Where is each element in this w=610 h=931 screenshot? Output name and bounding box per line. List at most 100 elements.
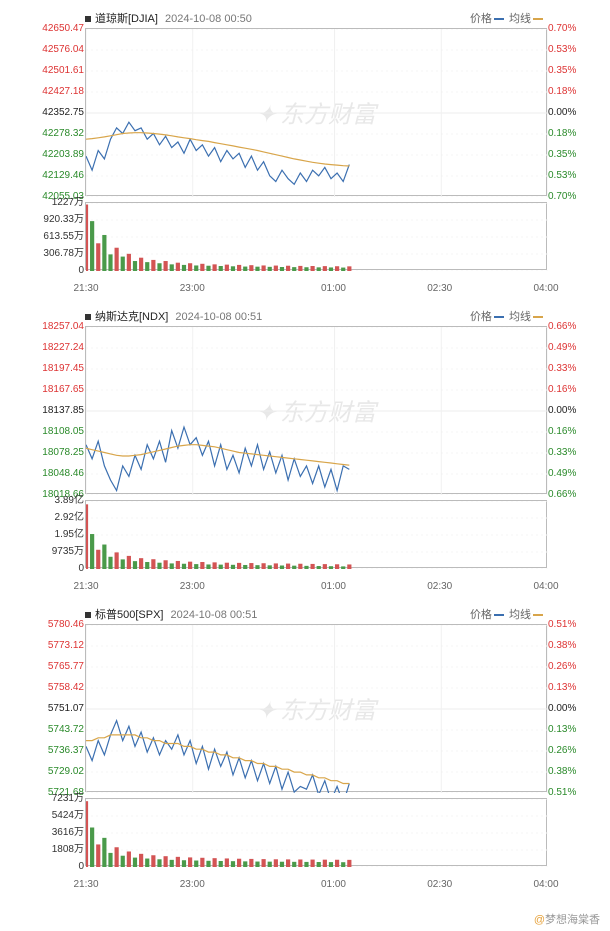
volume-bar (139, 258, 143, 271)
volume-bar (194, 861, 198, 867)
vol-y-tick: 0 (26, 563, 84, 580)
y-right-tick: 0.13% (548, 682, 588, 703)
vol-y-tick: 0 (26, 861, 84, 878)
volume-bar (231, 565, 235, 569)
x-tick: 01:00 (321, 879, 346, 890)
volume-bar (249, 563, 253, 569)
x-tick: 23:00 (180, 879, 205, 890)
volume-bar (188, 857, 192, 867)
volume-bar (164, 261, 168, 271)
legend-ma-label: 均线 (509, 609, 531, 621)
price-panel[interactable]: ✦东方财富5780.465773.125765.775758.425751.07… (85, 624, 547, 792)
volume-bar (237, 265, 241, 271)
volume-bar (133, 858, 137, 867)
volume-bar (243, 861, 247, 867)
volume-bar (182, 564, 186, 569)
volume-bar (96, 844, 100, 867)
chart-timestamp: 2024-10-08 00:50 (165, 13, 252, 25)
volume-bar (151, 260, 155, 271)
volume-bar (255, 565, 259, 569)
x-tick: 04:00 (533, 283, 558, 294)
x-tick: 21:30 (73, 283, 98, 294)
volume-bar (323, 564, 327, 569)
volume-bar (213, 562, 217, 569)
volume-bar (133, 561, 137, 569)
volume-bar (298, 859, 302, 867)
price-panel[interactable]: ✦东方财富18257.0418227.2418197.4518167.65181… (85, 326, 547, 494)
y-right-tick: 0.00% (548, 703, 588, 724)
vol-y-tick: 306.78万 (26, 248, 84, 265)
volume-bar (268, 267, 272, 271)
volume-bar (194, 265, 198, 271)
volume-bar (121, 257, 125, 271)
volume-panel[interactable]: 1227万920.33万613.55万306.78万021:3023:0001:… (85, 202, 547, 270)
y-left-tick: 18137.85 (26, 405, 84, 426)
volume-bar (341, 862, 345, 867)
price-svg (86, 29, 548, 197)
chart-title: 纳斯达克[NDX] (95, 311, 168, 323)
chart-ndx: 纳斯达克[NDX] 2024-10-08 00:51价格 均线✦东方财富1825… (25, 308, 585, 568)
y-right-tick: 0.49% (548, 468, 588, 489)
y-right-tick: 0.00% (548, 405, 588, 426)
y-right-tick: 0.13% (548, 724, 588, 745)
y-left-tick: 5736.37 (26, 745, 84, 766)
volume-bar (188, 562, 192, 569)
y-left-tick: 42501.61 (26, 65, 84, 86)
y-axis-right: 0.70%0.53%0.35%0.18%0.00%0.18%0.35%0.53%… (548, 23, 588, 212)
volume-bar (237, 563, 241, 569)
y-left-tick: 42203.89 (26, 149, 84, 170)
volume-bar (127, 254, 131, 271)
y-right-tick: 0.51% (548, 619, 588, 640)
volume-bar (347, 564, 351, 569)
y-right-tick: 0.35% (548, 149, 588, 170)
volume-bar (115, 847, 119, 867)
price-svg (86, 625, 548, 793)
y-left-tick: 42576.04 (26, 44, 84, 65)
volume-bar (170, 563, 174, 569)
volume-bar (347, 860, 351, 867)
chart-legend: 价格 均线 (470, 10, 545, 26)
volume-bar (86, 801, 88, 867)
y-axis-left: 18257.0418227.2418197.4518167.6518137.85… (26, 321, 84, 510)
chart-header: 标普500[SPX] 2024-10-08 00:51价格 均线 (85, 606, 585, 624)
y-left-tick: 5765.77 (26, 661, 84, 682)
legend-ma-label: 均线 (509, 13, 531, 25)
legend-ma-swatch (533, 18, 543, 20)
vol-y-tick: 7231万 (26, 793, 84, 810)
volume-bar (274, 563, 278, 569)
y-right-tick: 0.18% (548, 128, 588, 149)
y-right-tick: 0.16% (548, 426, 588, 447)
y-right-tick: 0.70% (548, 191, 588, 212)
volume-bar (90, 828, 94, 867)
volume-bar (231, 266, 235, 271)
volume-bar (139, 854, 143, 867)
ma-line (86, 133, 349, 166)
chart-timestamp: 2024-10-08 00:51 (175, 311, 262, 323)
volume-bar (262, 265, 266, 271)
y-axis-right: 0.51%0.38%0.26%0.13%0.00%0.13%0.26%0.38%… (548, 619, 588, 808)
volume-panel[interactable]: 7231万5424万3616万1808万021:3023:0001:0002:3… (85, 798, 547, 866)
volume-bar (157, 263, 161, 271)
volume-bar (286, 859, 290, 867)
volume-bar (102, 235, 106, 271)
volume-bar (86, 204, 88, 271)
volume-bar (311, 860, 315, 867)
volume-bar (298, 564, 302, 569)
y-left-tick: 18048.46 (26, 468, 84, 489)
y-right-tick: 0.33% (548, 363, 588, 384)
at-icon: @ (534, 914, 545, 926)
price-line (86, 721, 349, 793)
volume-bar (249, 265, 253, 271)
chart-spx: 标普500[SPX] 2024-10-08 00:51价格 均线✦东方财富578… (25, 606, 585, 866)
y-left-tick: 5780.46 (26, 619, 84, 640)
volume-bar (231, 861, 235, 867)
volume-bar (298, 266, 302, 271)
volume-panel[interactable]: 3.89亿2.92亿1.95亿9735万021:3023:0001:0002:3… (85, 500, 547, 568)
y-left-tick: 42650.47 (26, 23, 84, 44)
price-panel[interactable]: ✦东方财富42650.4742576.0442501.6142427.18423… (85, 28, 547, 196)
vol-y-tick: 1227万 (26, 197, 84, 214)
legend-ma-label: 均线 (509, 311, 531, 323)
y-left-tick: 42278.32 (26, 128, 84, 149)
volume-bar (115, 248, 119, 271)
volume-bar (255, 862, 259, 867)
